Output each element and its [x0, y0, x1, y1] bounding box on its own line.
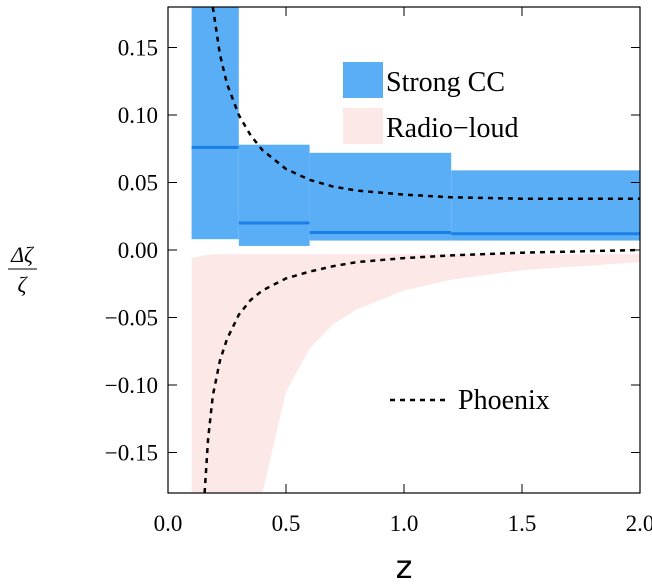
- legend-swatch-strong-cc: [343, 62, 383, 98]
- legend-label-radio-loud: Radio−loud: [386, 113, 518, 144]
- y-tick-label: −0.10: [105, 373, 158, 398]
- y-tick-label: −0.05: [105, 306, 158, 331]
- x-tick-label: 0.0: [154, 511, 183, 536]
- strong-cc-bin-3: [309, 152, 452, 241]
- x-axis-label: z: [396, 548, 413, 585]
- strong-cc-bin-2: [238, 144, 310, 246]
- phoenix-lower-curve: [203, 248, 641, 494]
- legend-swatch-radio-loud: [343, 108, 383, 144]
- y-axis-label-numerator: Δζ: [10, 242, 35, 267]
- phoenix-layer: [203, 6, 641, 494]
- y-tick-label: −0.15: [105, 441, 158, 466]
- x-tick-label: 0.5: [272, 511, 301, 536]
- radio-loud-band: [191, 254, 640, 493]
- y-tick-label: 0.10: [118, 103, 158, 128]
- x-tick-label: 1.0: [390, 511, 419, 536]
- phoenix-upper-curve: [211, 6, 640, 200]
- radio-loud-layer: [191, 254, 640, 493]
- strong-cc-bin-1: [191, 7, 239, 240]
- legend: Strong CC Radio−loud Phoenix: [343, 62, 550, 416]
- y-tick-label: 0.05: [118, 171, 158, 196]
- x-tick-label: 2.0: [626, 511, 652, 536]
- y-axis-label-denominator: ζ: [18, 272, 29, 297]
- ticks-layer: 0.0 0.5 1.0 1.5 2.0 0.15 0.10 0.05 0.00 −0.05 −0.1…: [105, 7, 652, 536]
- legend-label-strong-cc: Strong CC: [386, 67, 505, 98]
- y-axis-label: Δζ ζ: [8, 242, 37, 297]
- strong-cc-bin-4: [451, 170, 640, 241]
- strong-cc-layer: [191, 7, 640, 246]
- legend-label-phoenix: Phoenix: [458, 385, 550, 416]
- y-tick-label: 0.15: [118, 36, 158, 61]
- y-tick-label: 0.00: [118, 238, 158, 263]
- x-tick-label: 1.5: [508, 511, 537, 536]
